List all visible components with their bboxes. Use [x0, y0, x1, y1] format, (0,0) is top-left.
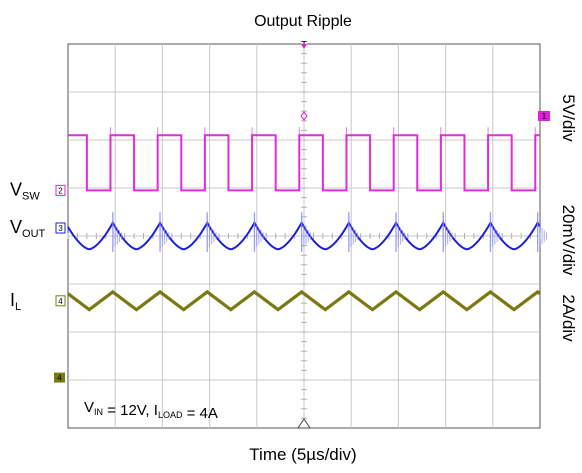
trigger-level-label: 1	[542, 112, 547, 121]
channel-scale: 20mV/div	[559, 205, 578, 276]
waveforms	[67, 127, 547, 312]
chart-title: Output Ripple	[254, 13, 352, 30]
channel-scale: 5V/div	[559, 94, 578, 142]
ground-marker	[55, 184, 66, 196]
channel-name: VSW	[10, 179, 40, 202]
ch4-ground-label: 4	[57, 374, 62, 383]
horizontal-position-marker	[297, 418, 311, 429]
ground-marker-label: 4	[58, 297, 63, 306]
trigger-arrow	[301, 44, 307, 49]
x-axis-label: Time (5µs/div)	[249, 445, 356, 464]
channel-name: VOUT	[10, 217, 46, 240]
trace-il	[67, 289, 541, 312]
trace-vsw	[68, 134, 540, 192]
channel-name: IL	[10, 290, 21, 313]
ground-marker	[55, 222, 66, 234]
trigger-point-marker	[300, 111, 308, 121]
channel-scale: 2A/div	[559, 294, 578, 342]
ground-marker	[55, 295, 66, 307]
ground-marker-label: 2	[58, 186, 63, 195]
ground-marker-label: 3	[58, 224, 63, 233]
ch4-ground-marker	[54, 372, 65, 383]
trigger-level-marker	[538, 111, 550, 121]
test-conditions: VIN = 12V, ILOAD = 4A	[84, 399, 218, 422]
